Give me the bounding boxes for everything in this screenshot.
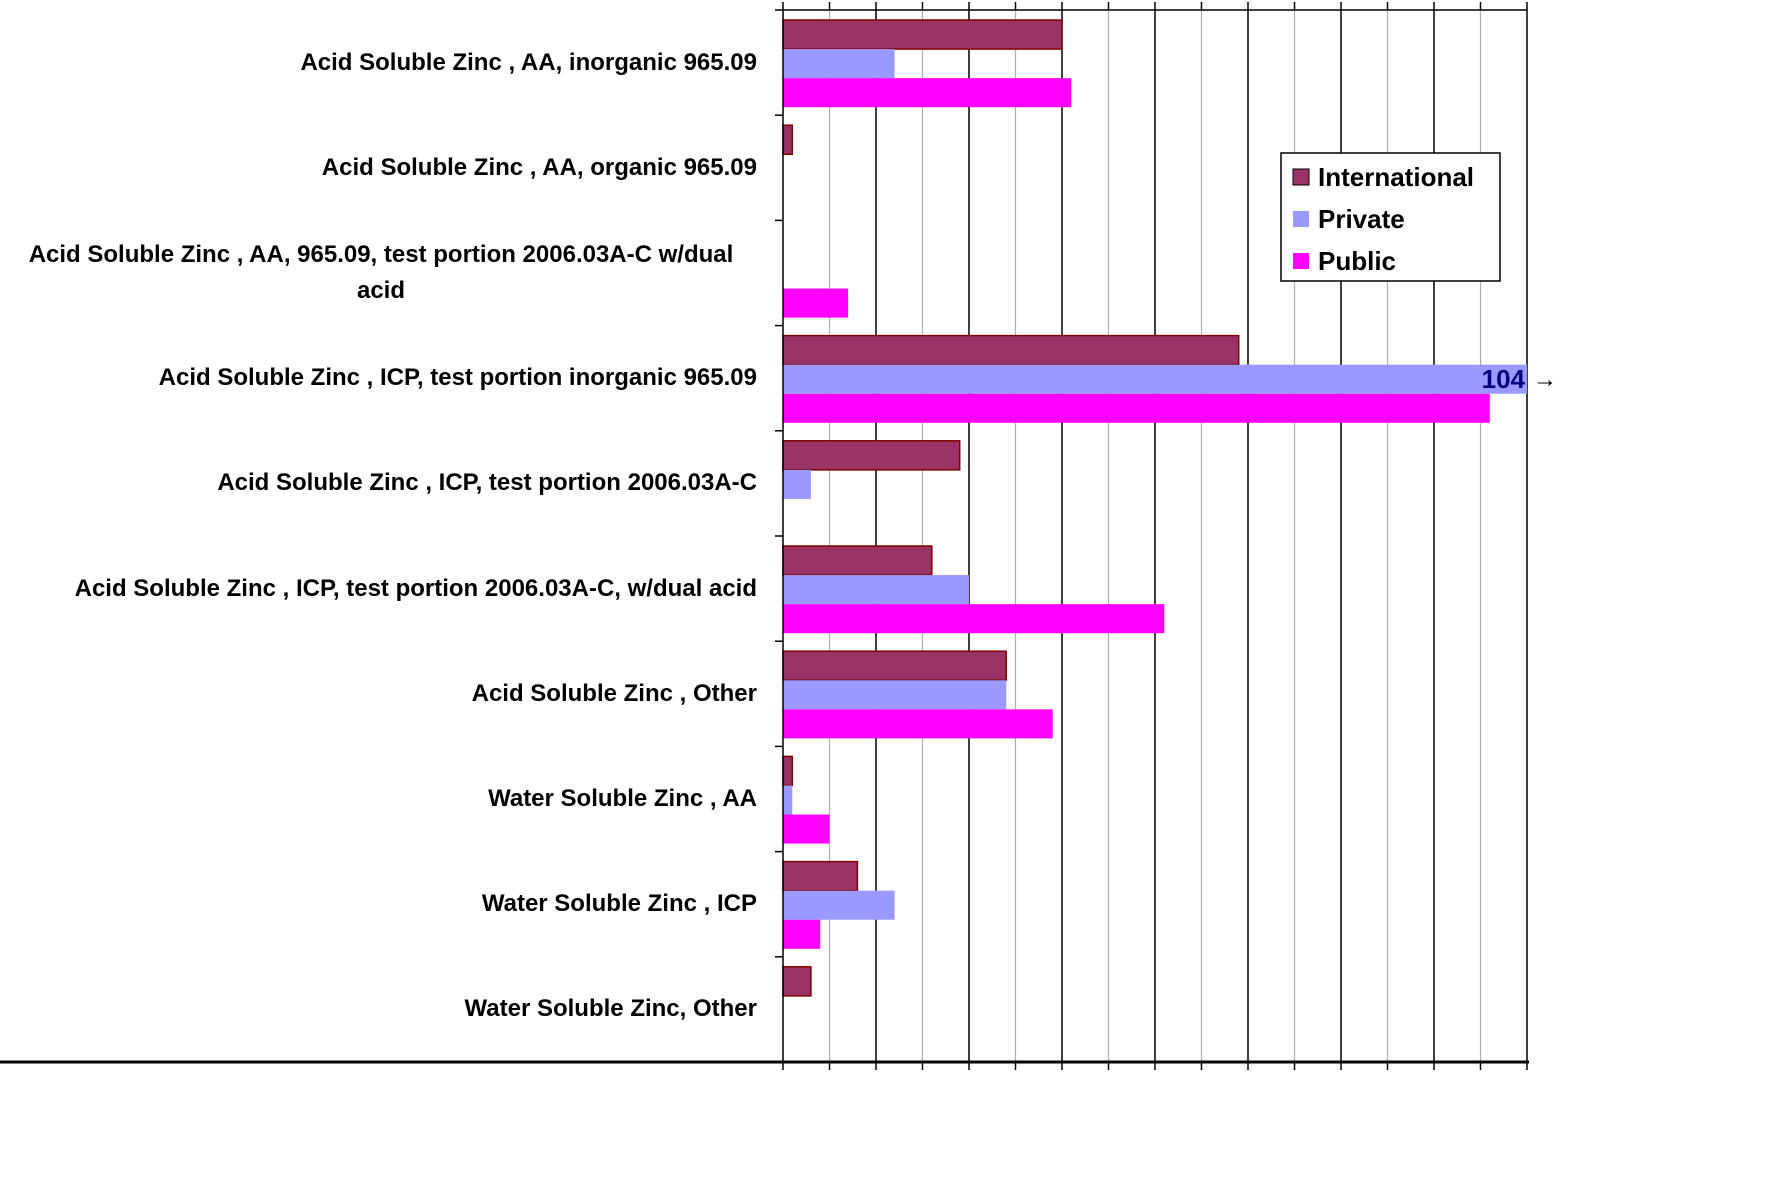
legend-swatch xyxy=(1292,168,1310,186)
legend-label: International xyxy=(1318,162,1474,192)
bar xyxy=(783,78,1072,108)
bar xyxy=(782,755,794,787)
y-tick-label: Water Soluble Zinc , ICP xyxy=(481,890,757,918)
bar xyxy=(783,919,821,949)
bar xyxy=(782,966,812,997)
bar xyxy=(783,288,849,318)
legend-box xyxy=(1280,152,1501,282)
y-tick-label: Acid Soluble Zinc , ICP, test portion 20… xyxy=(217,469,757,497)
bar xyxy=(782,440,961,471)
legend-label: Private xyxy=(1318,204,1405,234)
data-label: 104 xyxy=(1482,364,1526,394)
category-label-box: Acid Soluble Zinc , AA, organic 965.09 xyxy=(0,115,757,220)
category-label-box: Acid Soluble Zinc , ICP, test portion in… xyxy=(0,326,757,431)
bar xyxy=(783,393,1490,423)
bar xyxy=(783,709,1053,739)
category-label-box: Water Soluble Zinc , ICP xyxy=(0,852,757,957)
category-label-box: Acid Soluble Zinc , AA, 965.09, test por… xyxy=(0,220,757,325)
category-label-box: Acid Soluble Zinc , AA, inorganic 965.09 xyxy=(0,10,757,115)
bar xyxy=(783,785,793,815)
category-label-box: Water Soluble Zinc, Other xyxy=(0,957,757,1062)
bar xyxy=(783,814,830,844)
bar xyxy=(782,650,1007,682)
bar xyxy=(783,469,811,499)
y-tick-label: Acid Soluble Zinc , ICP, test portion 20… xyxy=(74,574,757,602)
overflow-arrow: → xyxy=(1533,366,1557,393)
y-tick-label: Acid Soluble Zinc , AA, inorganic 965.09 xyxy=(300,48,757,76)
y-tick-label: Acid Soluble Zinc , AA, 965.09, test por… xyxy=(28,240,734,304)
bar xyxy=(783,890,895,920)
bar xyxy=(782,334,1240,366)
bar xyxy=(782,860,859,892)
y-tick-label: Water Soluble Zinc, Other xyxy=(464,995,757,1023)
legend-swatch xyxy=(1293,211,1309,227)
y-tick-label: Acid Soluble Zinc , AA, organic 965.09 xyxy=(321,153,757,181)
y-tick-label: Acid Soluble Zinc , ICP, test portion in… xyxy=(158,364,757,392)
y-tick-label: Water Soluble Zinc , AA xyxy=(488,784,757,812)
category-label-box: Acid Soluble Zinc , ICP, test portion 20… xyxy=(0,431,757,536)
legend-swatch xyxy=(1293,253,1309,269)
bar xyxy=(782,545,933,576)
bar xyxy=(782,19,1063,50)
bar xyxy=(783,364,1527,394)
y-tick-label: Acid Soluble Zinc , Other xyxy=(471,679,757,707)
category-label-box: Water Soluble Zinc , AA xyxy=(0,746,757,851)
legend: International Private Public xyxy=(1280,152,1501,282)
category-label-box: Acid Soluble Zinc , Other xyxy=(0,641,757,746)
category-label-box: Acid Soluble Zinc , ICP, test portion 20… xyxy=(0,536,757,641)
bar xyxy=(782,124,794,156)
bar xyxy=(783,604,1165,634)
bar xyxy=(783,49,895,79)
legend-label: Public xyxy=(1318,246,1396,276)
bar xyxy=(783,575,969,605)
bars xyxy=(782,19,1527,997)
bar xyxy=(783,680,1007,710)
